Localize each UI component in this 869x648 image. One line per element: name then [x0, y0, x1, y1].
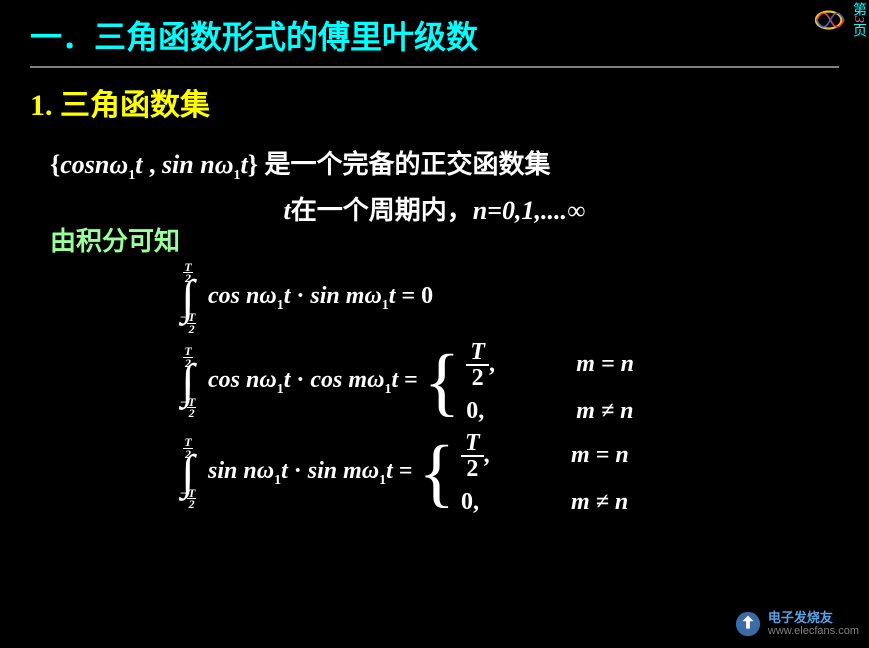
equations-block: T2 ∫ −T2 cos nω1t · sin mω1t = 0 T2 ∫ −T…: [170, 262, 839, 516]
n2: n: [200, 150, 214, 179]
int-symbol-2: ∫: [181, 368, 194, 397]
page-bottom: 页: [851, 23, 866, 37]
period-desc: 在一个周期内，: [291, 196, 473, 225]
equation-2: T2 ∫ −T2 cos nω1t · cos mω1t = { T2, m =…: [170, 340, 839, 425]
case-2a: T2, m = n: [466, 340, 634, 390]
integrand-2: cos nω1t · cos mω1t =: [208, 367, 418, 398]
integral-sign-1: T2 ∫ −T2: [170, 262, 206, 334]
page-number-text: 第3页: [851, 2, 865, 37]
brace-2: {: [424, 356, 460, 409]
omega1: ω: [109, 150, 128, 179]
page-top: 第: [851, 2, 866, 16]
logo-icon: [815, 8, 849, 32]
lower-limit-3: −T2: [180, 488, 197, 509]
divider: [30, 66, 839, 68]
sin-text: sin: [162, 150, 194, 179]
case-2b-val: 0,: [466, 398, 526, 425]
cases-2: { T2, m = n 0, m ≠ n: [424, 340, 634, 425]
brace-3: {: [419, 447, 455, 500]
main-title: 一．三角函数形式的傅里叶级数: [30, 12, 839, 58]
case-2b-cond: m ≠ n: [576, 398, 633, 425]
case-2a-cond: m = n: [576, 351, 634, 378]
slide-root: 第3页 一．三角函数形式的傅里叶级数 1. 三角函数集 {cosnω1t , s…: [0, 0, 869, 648]
case-3a: T2, m = n: [461, 431, 629, 481]
equation-3: T2 ∫ −T2 sin nω1t · sin mω1t = { T2, m =…: [170, 431, 839, 516]
n1: n: [95, 150, 109, 179]
t2: t: [241, 150, 248, 179]
int-symbol-1: ∫: [181, 284, 194, 313]
case-2b: 0, m ≠ n: [466, 398, 634, 425]
comma: ,: [142, 150, 162, 179]
case-3b-cond: m ≠ n: [571, 489, 628, 516]
case-3a-val: T2,: [461, 431, 521, 481]
watermark-url: www.elecfans.com: [768, 625, 859, 637]
subtitle: 1. 三角函数集: [30, 80, 839, 124]
integral-sign-3: T2 ∫ −T2: [170, 437, 206, 509]
watermark-text: 电子发烧友 www.elecfans.com: [768, 611, 859, 637]
int-symbol-3: ∫: [181, 459, 194, 488]
watermark: 电子发烧友 www.elecfans.com: [734, 610, 859, 638]
integrand-1: cos nω1t · sin mω1t = 0: [208, 283, 433, 314]
cos-text: cos: [60, 150, 95, 179]
brace-right: }: [248, 150, 258, 179]
equation-1: T2 ∫ −T2 cos nω1t · sin mω1t = 0: [170, 262, 839, 334]
case-3b-val: 0,: [461, 489, 521, 516]
case-2a-val: T2,: [466, 340, 526, 390]
page-indicator: 第3页: [815, 2, 865, 52]
set-definition: {cosnω1t , sin nω1t} 是一个完备的正交函数集: [50, 144, 839, 184]
case-list-3: T2, m = n 0, m ≠ n: [461, 431, 629, 516]
set-desc: 是一个完备的正交函数集: [265, 150, 551, 179]
omega2: ω: [215, 150, 234, 179]
case-3b: 0, m ≠ n: [461, 489, 629, 516]
sub2: 1: [234, 168, 241, 183]
watermark-icon: [734, 610, 762, 638]
integrand-3: sin nω1t · sin mω1t =: [208, 458, 413, 489]
page-num: 3: [851, 16, 866, 23]
brace-left: {: [50, 150, 60, 179]
case-3a-cond: m = n: [571, 442, 629, 469]
n-range: n=0,1,....∞: [473, 196, 586, 225]
cases-3: { T2, m = n 0, m ≠ n: [419, 431, 629, 516]
case-list-2: T2, m = n 0, m ≠ n: [466, 340, 634, 425]
watermark-cn: 电子发烧友: [768, 611, 859, 625]
integral-sign-2: T2 ∫ −T2: [170, 346, 206, 418]
lower-limit-2: −T2: [180, 397, 197, 418]
t-var: t: [283, 196, 290, 225]
lower-limit-1: −T2: [180, 312, 197, 333]
